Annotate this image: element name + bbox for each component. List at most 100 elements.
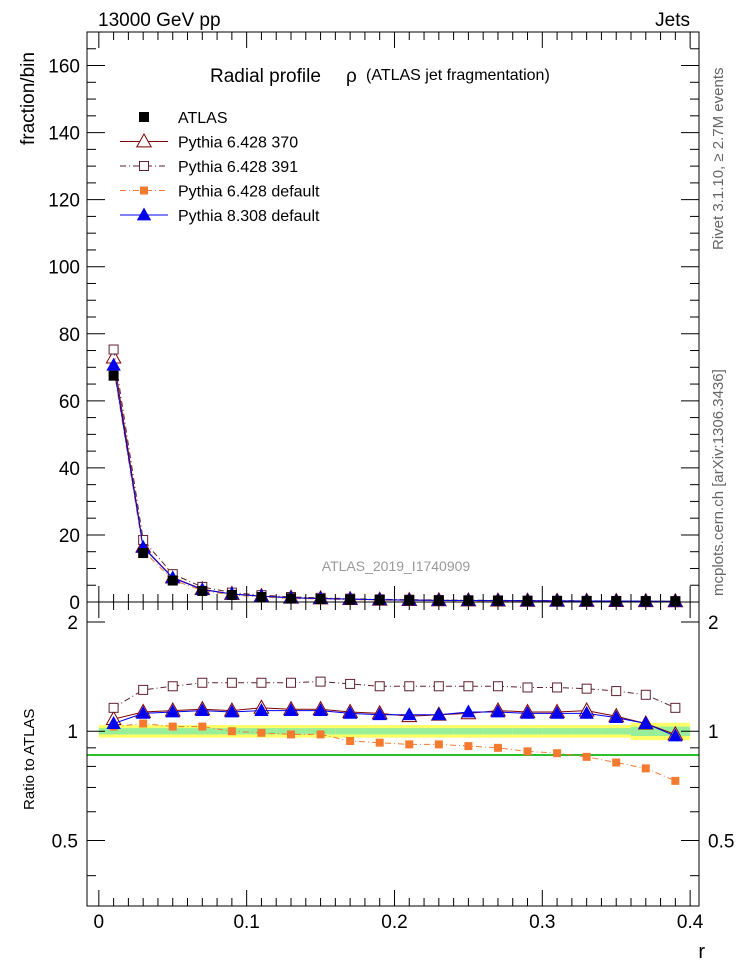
band-inner-segment (512, 728, 543, 735)
ratio-point-pythia-6-428-391 (581, 683, 592, 694)
band-inner-segment (128, 728, 158, 735)
ticks-ratio: 0.5 0.5 1 1 2 2 (52, 613, 734, 877)
ratio-point-pythia-6-428-391 (404, 681, 415, 692)
band-inner-segment (631, 726, 661, 737)
ratio-point-pythia-6-428-default (198, 722, 207, 731)
legend-marker-pythia-8-308-default (136, 207, 152, 221)
ratio-point-pythia-6-428-default (287, 730, 295, 739)
ratio-point-pythia-6-428-default (671, 776, 680, 785)
ratio-point-pythia-6-428-default (405, 740, 414, 749)
band-inner-segment (571, 728, 602, 735)
ratio-point-pythia-6-428-default (316, 730, 325, 739)
y-tick-label-ratio: 2 (67, 613, 78, 634)
y-tick-label-ratio: 0.5 (52, 831, 78, 852)
y-axis-label-ratio: Ratio to ATLAS (21, 709, 38, 810)
ratio-point-pythia-6-428-default (375, 738, 384, 747)
header-process: 13000 GeV pp (98, 10, 221, 31)
ratio-point-pythia-6-428-391 (197, 677, 208, 688)
ratio-point-pythia-6-428-default (553, 749, 562, 758)
ticks-main: 0 20 40 60 80 100 120 140 160 (48, 31, 699, 614)
ratio-point-pythia-8-308-default (224, 704, 240, 718)
ratio-point-pythia-8-308-default (520, 705, 535, 719)
y-tick-label-ratio-right: 0.5 (708, 831, 734, 852)
y-tick-label-main: 20 (59, 526, 80, 547)
ratio-point-pythia-8-308-default (254, 703, 269, 716)
ratio-point-pythia-8-308-default (195, 703, 210, 716)
chart-title: Radial profile ρ (ATLAS jet fragmentatio… (210, 66, 550, 87)
ratio-point-pythia-6-428-391 (256, 677, 267, 688)
ratio-point-pythia-8-308-default (431, 707, 447, 721)
mcplots-label: mcplots.cern.ch [arXiv:1306.3436] (710, 369, 727, 596)
y-tick-label-main: 120 (48, 191, 80, 212)
ratio-point-pythia-8-308-default (638, 716, 653, 729)
ratio-point-pythia-8-308-default (579, 705, 594, 719)
ratio-point-pythia-6-428-391 (226, 677, 237, 688)
ratio-point-pythia-6-428-391 (640, 689, 651, 700)
ratio-point-pythia-8-308-default (372, 707, 387, 721)
ratio-panel: 0.5 0.5 1 1 2 2 (52, 601, 734, 907)
y-tick-label-main: 160 (48, 57, 80, 78)
x-tick-label: 0 (94, 912, 105, 933)
x-ticks: 0 0.1 0.2 0.3 0.4 (94, 32, 704, 933)
legend-marker-pythia-6-428-391 (139, 161, 149, 171)
ratio-point-pythia-8-308-default (490, 704, 506, 718)
band-inner-segment (335, 728, 365, 735)
ratio-point-pythia-6-428-default (582, 752, 591, 761)
band-inner-segment (187, 728, 218, 735)
legend-marker-atlas (139, 112, 149, 122)
ratio-point-pythia-6-428-391 (433, 681, 444, 692)
ratio-point-pythia-6-428-default (346, 736, 355, 745)
series-ratio (105, 676, 684, 785)
x-tick-label: 0.1 (233, 912, 259, 933)
ratio-point-pythia-8-308-default (668, 728, 683, 742)
ratio-point-pythia-6-428-391 (611, 686, 622, 697)
legend: ATLAS Pythia 6.428 370 Pythia 6.428 391 Pyt… (120, 110, 320, 225)
x-axis-label: r (698, 941, 705, 963)
ratio-point-pythia-6-428-default (523, 747, 532, 756)
ratio-point-pythia-6-428-default (641, 764, 650, 773)
ratio-point-pythia-6-428-391 (492, 681, 503, 692)
ratio-frame (86, 601, 700, 907)
uncertainty-band-ratio (98, 722, 691, 741)
ratio-point-pythia-6-428-default (139, 719, 148, 728)
y-tick-label-main: 0 (69, 593, 80, 614)
ratio-point-pythia-8-308-default (402, 707, 417, 721)
band-inner-segment (483, 728, 513, 735)
legend-label-pythia-6-428-default: Pythia 6.428 default (178, 184, 320, 201)
ratio-point-pythia-6-428-391 (374, 681, 385, 692)
y-tick-label-main: 80 (59, 325, 80, 346)
x-tick-label: 0.2 (381, 912, 407, 933)
ratio-point-pythia-8-308-default (342, 705, 358, 719)
ratio-point-pythia-6-428-default (612, 758, 621, 767)
point-atlas (197, 585, 208, 596)
ratio-point-pythia-8-308-default (165, 704, 180, 718)
header-category: Jets (655, 10, 690, 31)
ratio-point-pythia-8-308-default (106, 716, 121, 729)
ratio-point-pythia-8-308-default (609, 710, 624, 724)
ratio-point-pythia-6-428-391 (522, 682, 533, 693)
point-atlas (138, 548, 149, 559)
ratio-point-pythia-8-308-default (313, 703, 328, 716)
ratio-point-pythia-6-428-default (434, 740, 443, 749)
legend-label-pythia-6-428-391: Pythia 6.428 391 (178, 159, 298, 176)
band-inner-segment (453, 728, 484, 735)
ratio-line-pythia-8-308-default (113, 710, 676, 737)
point-atlas (108, 370, 119, 381)
ratio-point-pythia-6-428-default (227, 727, 236, 736)
ratio-point-pythia-8-308-default (549, 705, 565, 719)
ratio-point-pythia-6-428-default (464, 742, 473, 751)
point-atlas (167, 575, 178, 586)
analysis-label: ATLAS_2019_I1740909 (322, 558, 471, 574)
x-tick-label: 0.3 (529, 912, 555, 933)
ratio-point-pythia-6-428-391 (345, 678, 356, 689)
y-tick-label-ratio-right: 2 (708, 613, 719, 634)
band-inner-segment (364, 728, 395, 735)
y-tick-label-main: 40 (59, 459, 80, 480)
y-tick-label-main: 60 (59, 392, 80, 413)
point-pythia-6-428-391 (108, 344, 119, 355)
ratio-point-pythia-6-428-default (257, 728, 266, 737)
ratio-point-pythia-8-308-default (135, 705, 151, 719)
ratio-point-pythia-8-308-default (283, 703, 299, 716)
legend-marker-pythia-6-428-default (140, 186, 148, 195)
